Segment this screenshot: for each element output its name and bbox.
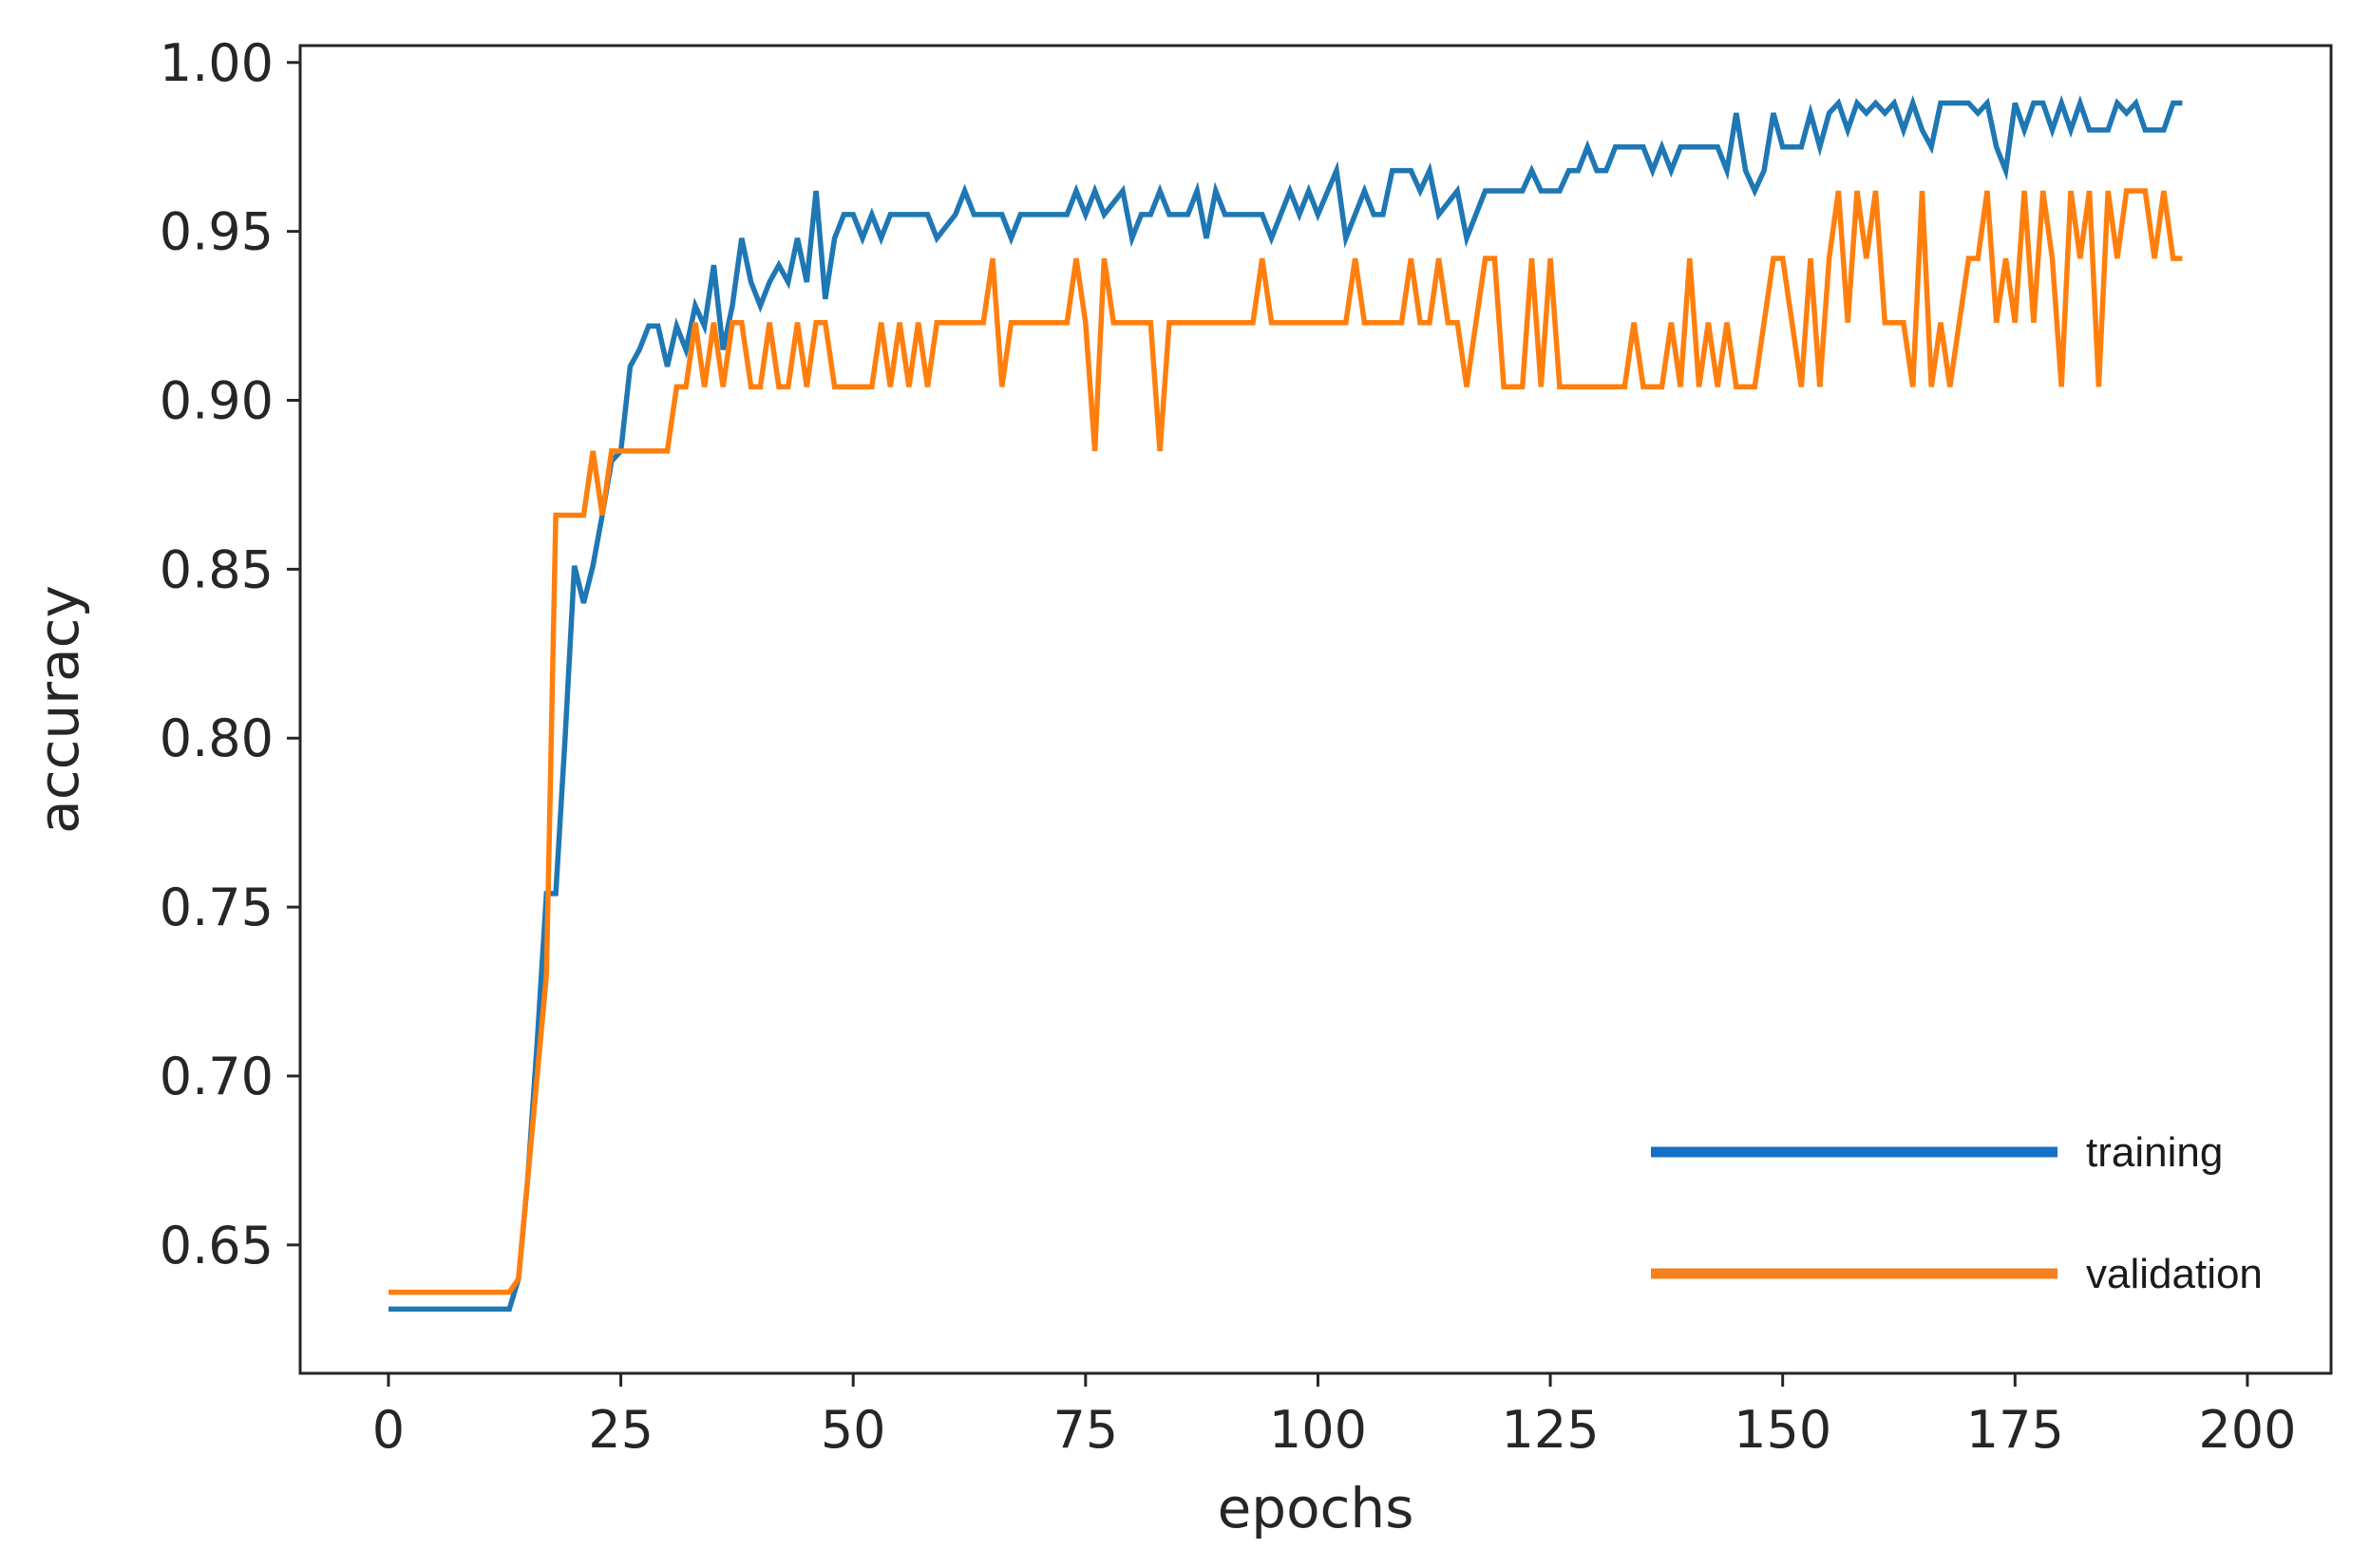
legend-label-validation: validation bbox=[2086, 1251, 2263, 1297]
y-tick-label: 1.00 bbox=[160, 33, 274, 93]
x-tick-label: 150 bbox=[1734, 1400, 1831, 1460]
legend: training validation bbox=[1651, 1129, 2263, 1297]
plot-lines bbox=[389, 95, 2183, 1313]
x-tick-label: 200 bbox=[2198, 1400, 2296, 1460]
x-axis-ticks: 0 25 50 75 100 125 150 175 200 bbox=[372, 1373, 2296, 1460]
x-tick-label: 50 bbox=[821, 1400, 886, 1460]
y-tick-label: 0.85 bbox=[160, 539, 274, 599]
x-tick-label: 100 bbox=[1269, 1400, 1367, 1460]
y-tick-label: 0.80 bbox=[160, 708, 274, 768]
x-tick-label: 0 bbox=[372, 1400, 405, 1460]
legend-label-training: training bbox=[2086, 1129, 2223, 1176]
y-tick-label: 0.95 bbox=[160, 202, 274, 262]
x-axis-label: epochs bbox=[1218, 1476, 1414, 1540]
y-axis-label: accuracy bbox=[27, 585, 91, 834]
series-line-validation bbox=[389, 188, 2183, 1295]
series-line-training bbox=[389, 95, 2183, 1313]
x-tick-label: 125 bbox=[1502, 1400, 1600, 1460]
y-axis-ticks: 0.65 0.70 0.75 0.80 0.85 0.90 0.95 1.00 bbox=[160, 33, 300, 1275]
y-tick-label: 0.90 bbox=[160, 371, 274, 431]
y-tick-label: 0.65 bbox=[160, 1216, 274, 1275]
x-tick-label: 25 bbox=[588, 1400, 654, 1460]
x-tick-label: 175 bbox=[1966, 1400, 2064, 1460]
x-tick-label: 75 bbox=[1052, 1400, 1118, 1460]
plot-frame bbox=[298, 44, 2333, 1375]
y-tick-label: 0.75 bbox=[160, 878, 274, 937]
y-tick-label: 0.70 bbox=[160, 1047, 274, 1106]
